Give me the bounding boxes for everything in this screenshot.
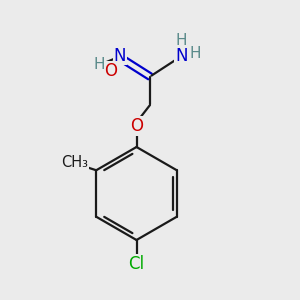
Text: Cl: Cl: [128, 255, 145, 273]
Text: N: N: [114, 46, 126, 64]
Text: H: H: [93, 57, 105, 72]
Text: H: H: [176, 33, 187, 48]
Text: methyl: methyl: [73, 160, 78, 161]
Text: N: N: [175, 46, 188, 64]
Text: O: O: [130, 117, 143, 135]
Text: CH₃: CH₃: [61, 155, 88, 170]
Text: H: H: [190, 46, 201, 61]
Text: O: O: [104, 61, 118, 80]
